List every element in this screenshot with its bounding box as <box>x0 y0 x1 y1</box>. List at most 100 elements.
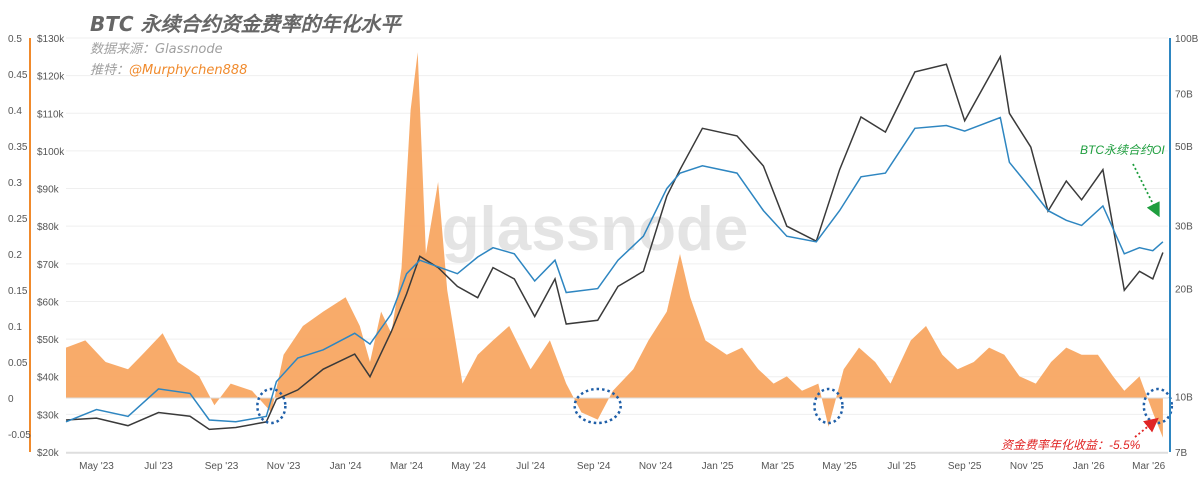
funding-point <box>437 181 439 183</box>
twitter-credit: 推特：@Murphychen888 <box>90 59 247 78</box>
funding-point <box>890 383 892 385</box>
price-point <box>322 368 324 370</box>
oi-point <box>964 130 966 132</box>
price-point <box>514 278 516 280</box>
funding-point <box>817 383 819 385</box>
funding-point <box>141 354 143 356</box>
funding-point <box>612 390 614 392</box>
price-point <box>534 316 536 318</box>
funding-tick-label: 0.35 <box>8 142 28 153</box>
funding-point <box>581 412 583 414</box>
oi-point <box>406 273 408 275</box>
btc-price-line <box>65 54 1164 431</box>
funding-point <box>549 340 551 342</box>
price-tick-label: $30k <box>37 410 60 421</box>
funding-point <box>843 368 845 370</box>
x-tick-label: Jan '26 <box>1073 461 1105 472</box>
oi-point <box>946 125 948 127</box>
price-point <box>127 425 129 427</box>
price-tick-label: $70k <box>37 260 60 271</box>
funding-point <box>345 296 347 298</box>
price-point <box>477 297 479 299</box>
price-point <box>1162 252 1164 254</box>
oi-tick-label: 10B <box>1175 392 1193 403</box>
price-point <box>666 195 668 197</box>
funding-point <box>666 311 668 313</box>
funding-point <box>477 354 479 356</box>
funding-tick-label: 0.4 <box>8 106 22 117</box>
funding-point <box>1050 361 1052 363</box>
price-point <box>406 293 408 295</box>
highlight-circle <box>813 387 844 425</box>
oi-point <box>597 288 599 290</box>
funding-point <box>705 340 707 342</box>
price-point <box>679 169 681 171</box>
price-point <box>786 225 788 227</box>
oi-point <box>265 416 267 418</box>
x-tick-label: Nov '25 <box>1010 461 1044 472</box>
oi-annotation-label: BTC永续合约OI <box>1080 143 1165 157</box>
funding-tick-label: 0.15 <box>8 286 28 297</box>
oi-point <box>158 388 160 390</box>
funding-tick-label: 0.2 <box>8 250 22 261</box>
x-tick-label: May '23 <box>79 461 114 472</box>
price-point <box>885 131 887 133</box>
oi-point <box>96 409 98 411</box>
x-tick-label: May '25 <box>822 461 857 472</box>
x-tick-label: May '24 <box>451 461 486 472</box>
oi-point <box>1139 247 1141 249</box>
price-point <box>860 116 862 118</box>
price-tick-label: $100k <box>37 147 65 158</box>
funding-tick-label: 0.3 <box>8 178 22 189</box>
oi-point <box>514 253 516 255</box>
oi-point <box>914 127 916 129</box>
funding-point <box>401 268 403 270</box>
funding-point <box>942 354 944 356</box>
funding-point <box>1112 376 1114 378</box>
price-tick-label: $50k <box>37 335 60 346</box>
funding-point <box>741 347 743 349</box>
x-tick-label: Jul '23 <box>144 461 173 472</box>
x-tick-label: Sep '24 <box>577 461 611 472</box>
price-point <box>643 271 645 273</box>
funding-point <box>322 311 324 313</box>
funding-point <box>359 325 361 327</box>
funding-point <box>65 347 67 349</box>
oi-point <box>565 292 567 294</box>
funding-point <box>648 340 650 342</box>
x-tick-label: Mar '26 <box>1132 461 1165 472</box>
funding-point <box>1152 412 1154 414</box>
x-tick-label: Jul '24 <box>516 461 545 472</box>
price-point <box>946 64 948 66</box>
funding-tick-label: 0 <box>8 394 14 405</box>
funding-point <box>632 368 634 370</box>
funding-point <box>988 347 990 349</box>
x-tick-label: Jul '25 <box>887 461 916 472</box>
funding-point <box>1004 354 1006 356</box>
oi-point <box>354 333 356 335</box>
oi-point <box>1009 162 1011 164</box>
oi-point <box>297 357 299 359</box>
oi-point <box>679 172 681 174</box>
x-tick-label: Sep '25 <box>948 461 982 472</box>
funding-point <box>302 325 304 327</box>
x-tick-label: Nov '23 <box>267 461 301 472</box>
price-point <box>209 429 211 431</box>
annotations: BTC永续合约OI 资金费率年化收益：-5.5% <box>1001 143 1165 452</box>
oi-point <box>860 176 862 178</box>
price-point <box>839 169 841 171</box>
funding-point <box>85 340 87 342</box>
oi-point <box>457 273 459 275</box>
price-point <box>96 417 98 419</box>
funding-tick-label: -0.05 <box>8 430 31 441</box>
oi-point <box>209 419 211 421</box>
oi-point <box>1123 253 1125 255</box>
price-point <box>1139 271 1141 273</box>
price-tick-label: $90k <box>37 185 60 196</box>
oi-point <box>885 172 887 174</box>
x-tick-label: Nov '24 <box>639 461 673 472</box>
funding-tick-label: 0.1 <box>8 322 22 333</box>
funding-point <box>1081 354 1083 356</box>
x-tick-label: Jan '25 <box>702 461 734 472</box>
oi-point <box>276 381 278 383</box>
